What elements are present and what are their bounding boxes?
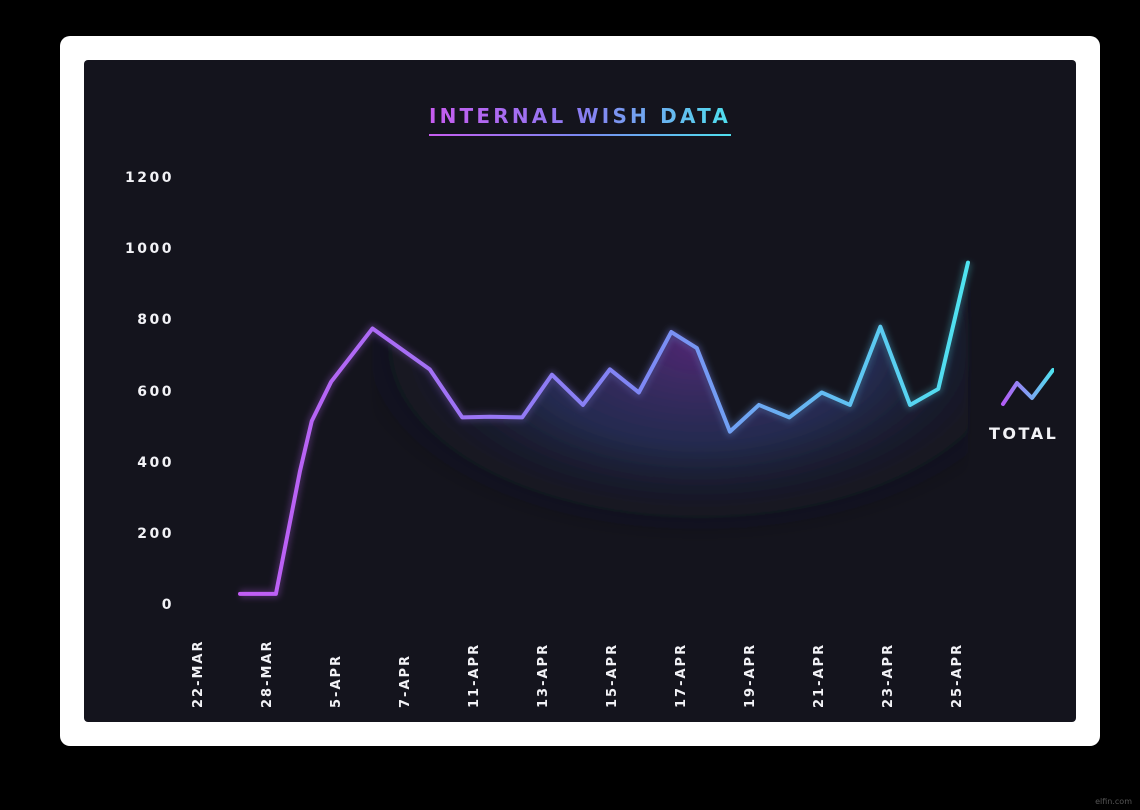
trend-line-icon (1001, 368, 1055, 406)
chart-panel: INTERNAL WISH DATA 0 200 400 600 800 1000 1200… (84, 60, 1076, 722)
x-tick-label: 21-APR (812, 642, 827, 708)
chart-title: INTERNAL WISH DATA (428, 104, 732, 136)
watermark: elfin.com (1095, 797, 1132, 806)
y-tick-label: 0 (161, 597, 174, 613)
x-tick-label: 5-APR (329, 653, 344, 708)
y-tick-label: 200 (137, 525, 174, 542)
x-tick-label: 22-MAR (191, 639, 206, 709)
x-tick-label: 28-MAR (260, 639, 275, 709)
x-tick-label: 19-APR (743, 642, 758, 708)
legend[interactable]: TOTAL (984, 360, 1064, 443)
x-tick-label: 23-APR (881, 642, 896, 708)
area-glow (372, 262, 968, 593)
x-tick-label: 25-APR (950, 642, 965, 708)
y-tick-label: 600 (137, 383, 174, 400)
line-chart (200, 178, 973, 607)
x-tick-label: 7-APR (398, 653, 413, 708)
x-tick-label: 13-APR (536, 642, 551, 708)
legend-label: TOTAL (989, 424, 1059, 443)
y-tick-label: 800 (137, 312, 174, 329)
x-tick-label: 11-APR (467, 642, 482, 708)
y-tick-label: 1000 (125, 241, 174, 258)
chart-title-wrap: INTERNAL WISH DATA (84, 104, 1076, 136)
y-tick-label: 1200 (125, 170, 174, 186)
series-line-total[interactable] (238, 260, 970, 596)
x-tick-label: 17-APR (674, 642, 689, 708)
y-tick-label: 400 (137, 454, 174, 471)
x-tick-label: 15-APR (605, 642, 620, 708)
